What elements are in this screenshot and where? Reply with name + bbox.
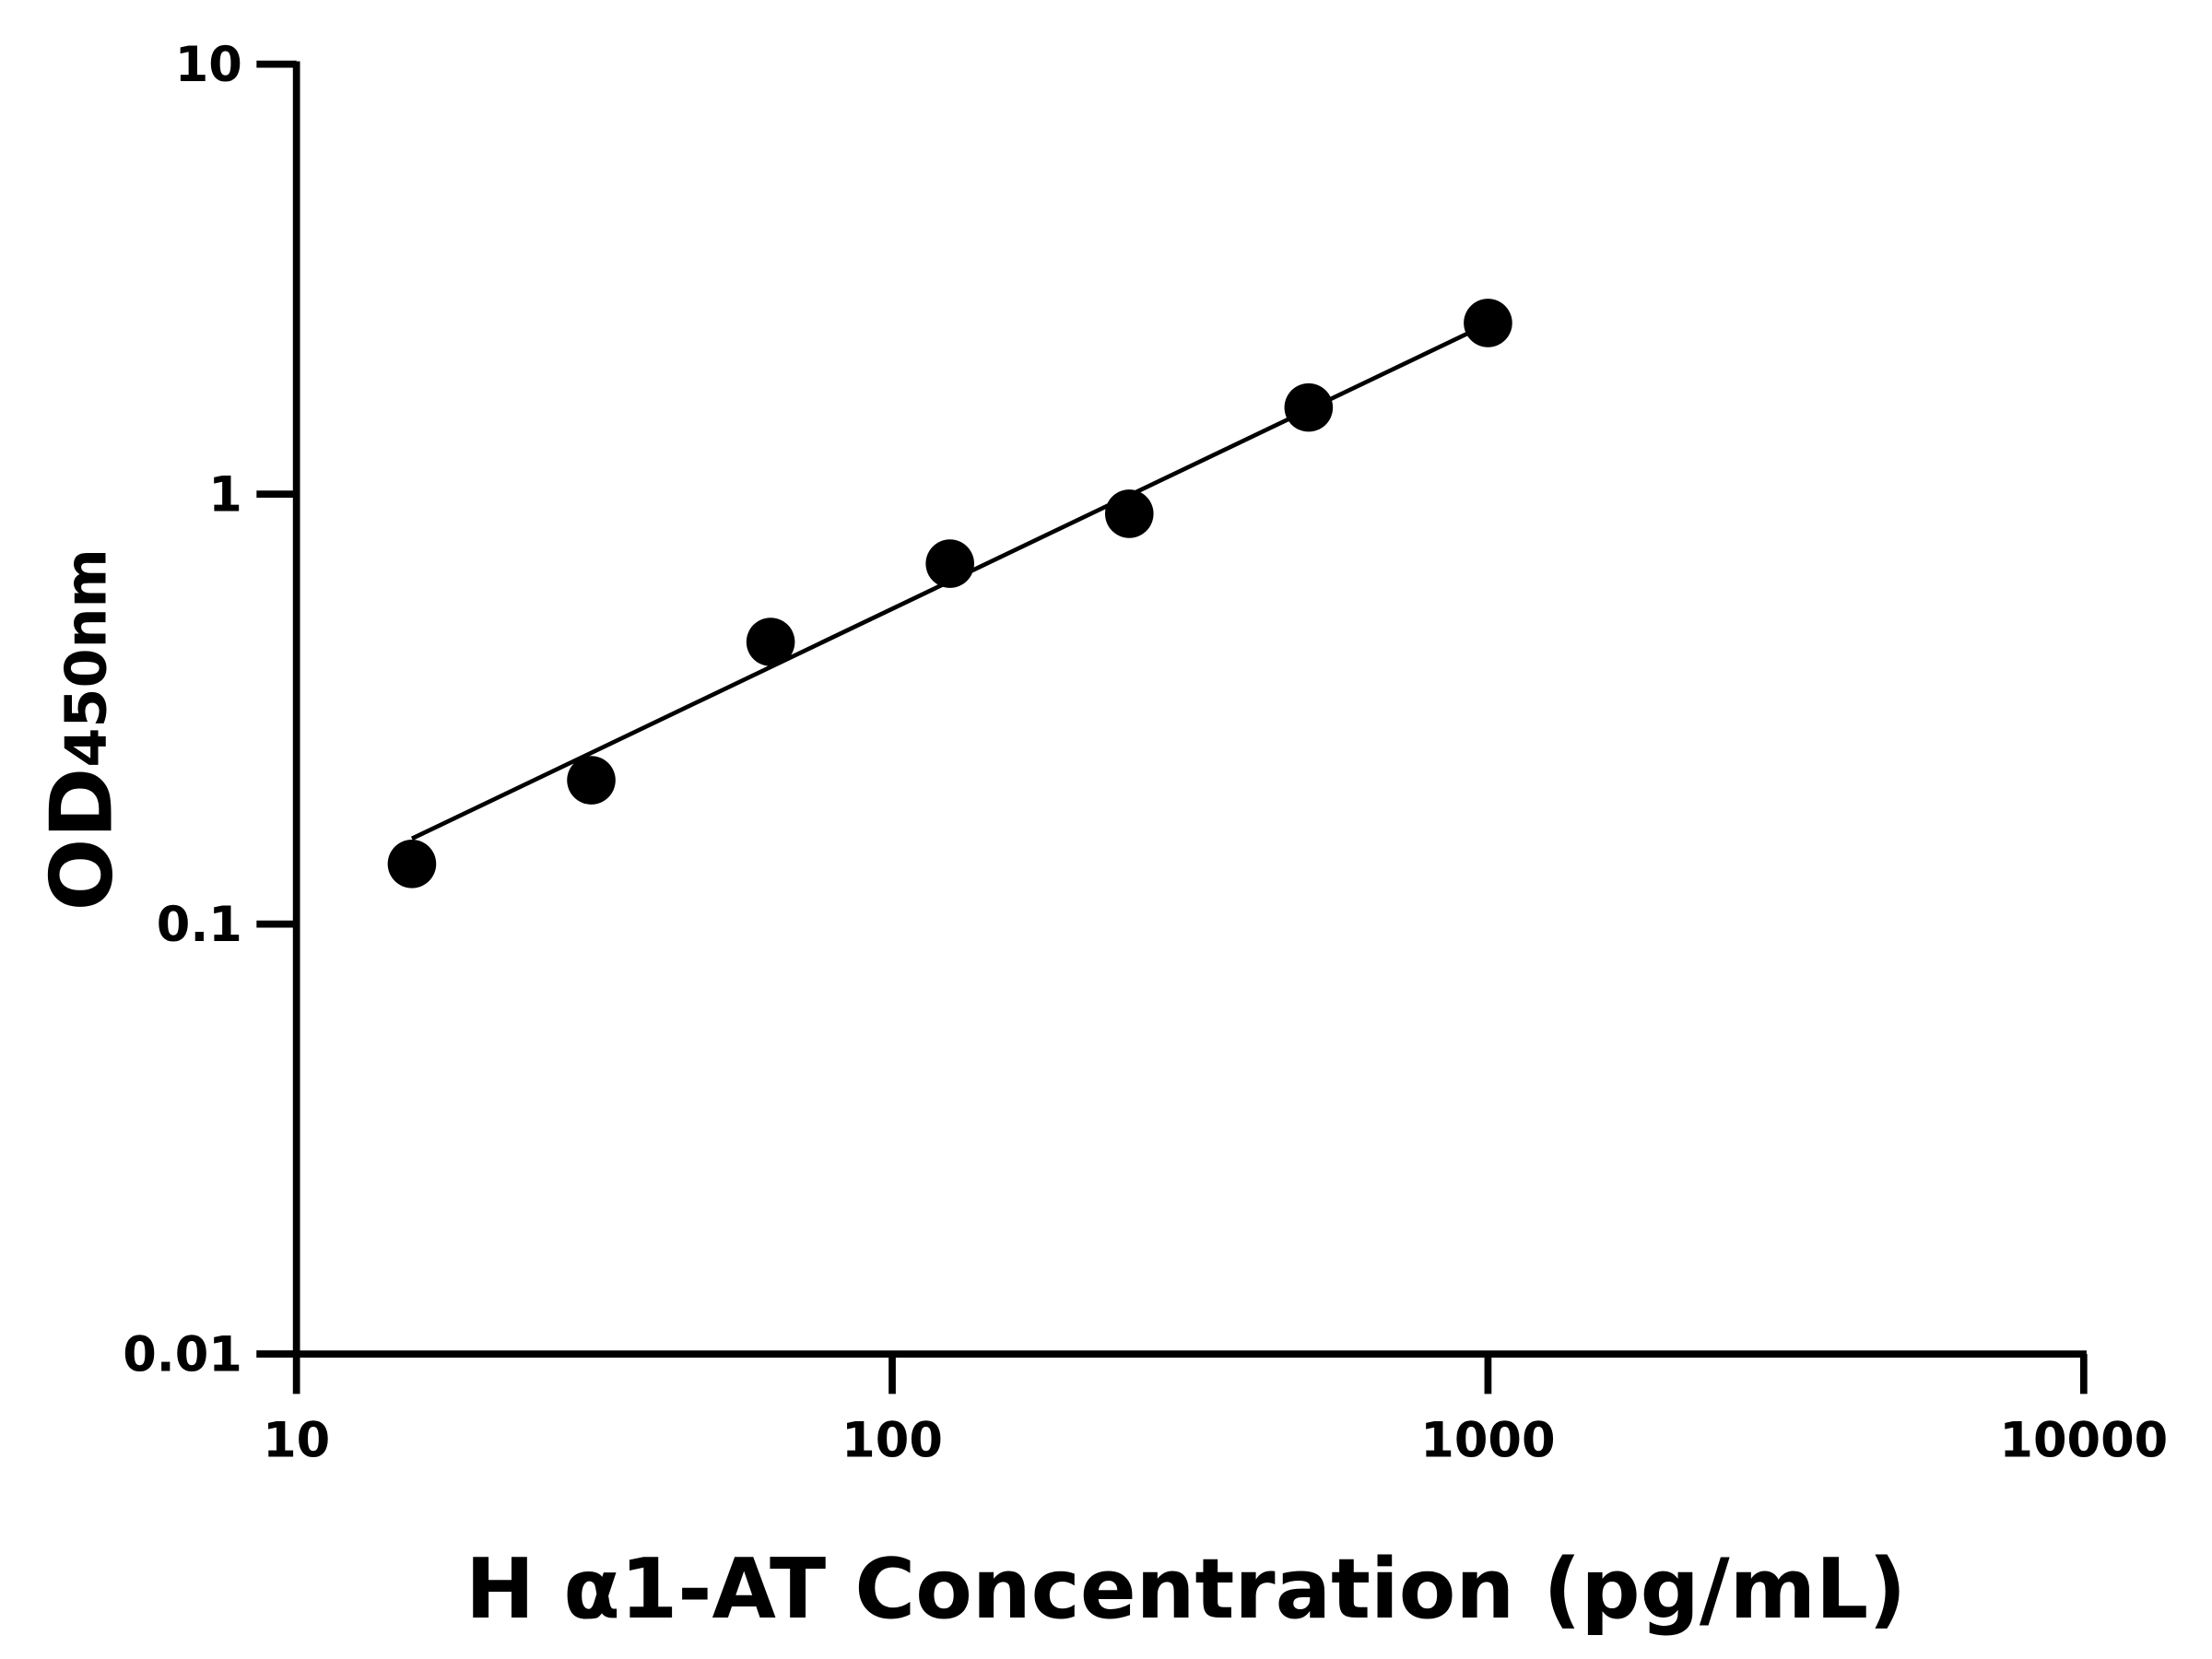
x-tick-label: 10 <box>263 1412 330 1468</box>
data-point <box>925 539 974 588</box>
y-tick-label: 1 <box>208 467 242 524</box>
x-axis-label: H α1-AT Concentration (pg/mL) <box>465 1542 1906 1638</box>
y-axis-label-main: OD <box>32 768 132 912</box>
data-point <box>567 756 616 805</box>
y-axis-label: OD450nm <box>32 548 132 911</box>
x-tick-label: 100 <box>841 1412 943 1468</box>
data-point <box>1464 299 1512 347</box>
data-point <box>387 840 437 888</box>
x-tick-label: 10000 <box>1999 1412 2168 1468</box>
y-tick-label: 0.1 <box>157 897 242 953</box>
y-axis-label-subscript: 450nm <box>53 548 119 768</box>
y-tick-label: 10 <box>175 37 242 93</box>
data-point <box>1284 382 1334 432</box>
data-point <box>1104 489 1154 538</box>
y-tick-label: 0.01 <box>123 1327 242 1383</box>
data-point <box>746 618 795 666</box>
x-tick-label: 1000 <box>1420 1412 1555 1468</box>
axes <box>256 61 2087 1358</box>
